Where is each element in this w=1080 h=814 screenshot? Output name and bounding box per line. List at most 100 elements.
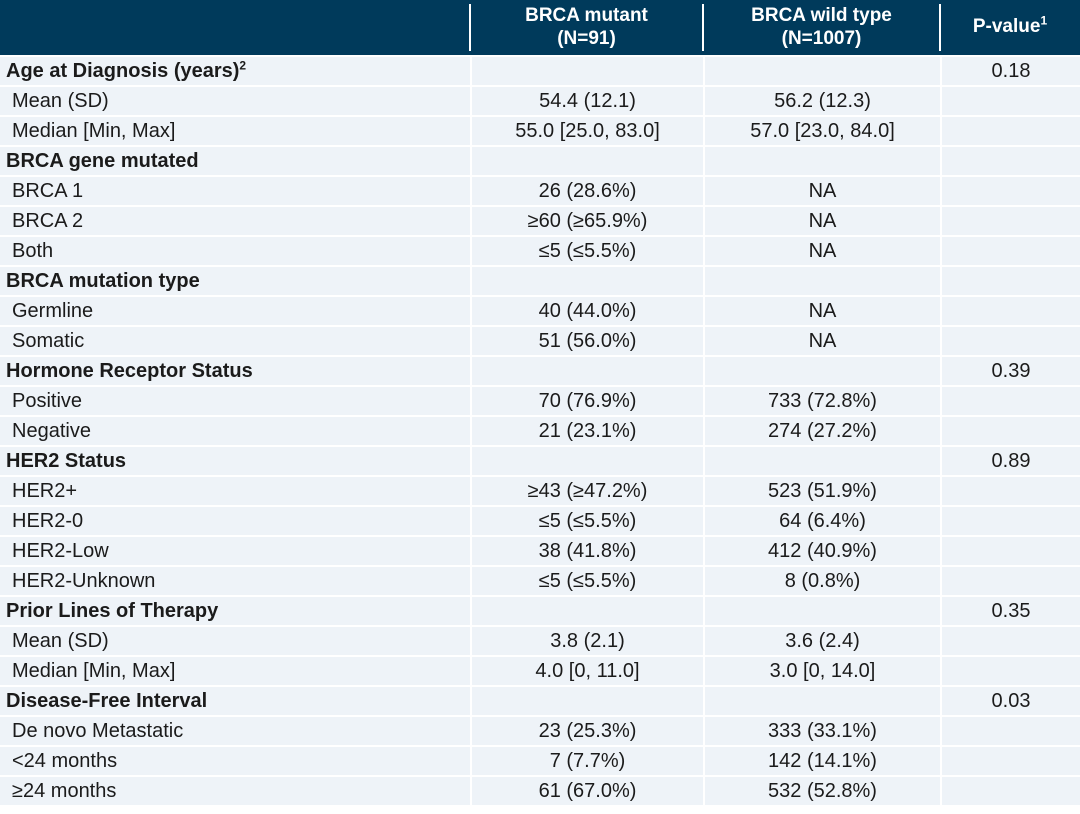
- table-row: Hormone Receptor Status 0.39: [0, 357, 1080, 387]
- row-label: Both: [0, 237, 470, 267]
- brca-wild-type-value: NA: [703, 327, 940, 357]
- header-cell-brca-mutant: BRCA mutant (N=91): [469, 0, 703, 57]
- brca-wild-type-value: 64 (6.4%): [703, 507, 940, 537]
- p-value: [940, 627, 1080, 657]
- brca-mutant-value: 55.0 [25.0, 83.0]: [470, 117, 703, 147]
- brca-mutant-value: ≤5 (≤5.5%): [470, 237, 703, 267]
- p-value: 0.39: [940, 357, 1080, 387]
- table-header: BRCA mutant (N=91) BRCA wild type (N=100…: [0, 0, 1080, 57]
- brca-mutant-value: 26 (28.6%): [470, 177, 703, 207]
- p-value: [940, 747, 1080, 777]
- row-label: Hormone Receptor Status: [0, 357, 470, 387]
- row-label: Positive: [0, 387, 470, 417]
- brca-mutant-value: ≤5 (≤5.5%): [470, 507, 703, 537]
- brca-mutant-value: 70 (76.9%): [470, 387, 703, 417]
- footnote-marker: 2: [239, 58, 247, 73]
- header-cell-empty: [0, 0, 470, 57]
- row-label: Germline: [0, 297, 470, 327]
- brca-mutant-value: 3.8 (2.1): [470, 627, 703, 657]
- table-row: Positive 70 (76.9%) 733 (72.8%): [0, 387, 1080, 417]
- p-value: [940, 717, 1080, 747]
- brca-mutant-value: ≤5 (≤5.5%): [470, 567, 703, 597]
- row-label: Median [Min, Max]: [0, 657, 470, 687]
- brca-mutant-value: 23 (25.3%): [470, 717, 703, 747]
- brca-wild-type-value: [703, 687, 940, 717]
- row-label: Disease-Free Interval: [0, 687, 470, 717]
- brca-mutant-value: [470, 357, 703, 387]
- table-row: HER2-Low 38 (41.8%) 412 (40.9%): [0, 537, 1080, 567]
- brca-mutant-value: [470, 147, 703, 177]
- table-row: BRCA 1 26 (28.6%) NA: [0, 177, 1080, 207]
- p-value: [940, 477, 1080, 507]
- brca-wild-type-value: NA: [703, 177, 940, 207]
- p-value: [940, 117, 1080, 147]
- p-value: [940, 507, 1080, 537]
- table-row: BRCA gene mutated: [0, 147, 1080, 177]
- table-row: ≥24 months 61 (67.0%) 532 (52.8%): [0, 777, 1080, 807]
- brca-mutant-value: [470, 687, 703, 717]
- row-label: HER2-0: [0, 507, 470, 537]
- brca-wild-type-value: [703, 597, 940, 627]
- brca-wild-type-value: 142 (14.1%): [703, 747, 940, 777]
- p-value: [940, 657, 1080, 687]
- brca-mutant-value: 40 (44.0%): [470, 297, 703, 327]
- p-value: 0.18: [940, 57, 1080, 87]
- p-value: [940, 237, 1080, 267]
- p-value: [940, 87, 1080, 117]
- p-value: [940, 327, 1080, 357]
- p-value: [940, 537, 1080, 567]
- brca-wild-type-value: [703, 147, 940, 177]
- row-label: BRCA 1: [0, 177, 470, 207]
- p-value: 0.89: [940, 447, 1080, 477]
- row-label: HER2 Status: [0, 447, 470, 477]
- table-row: Median [Min, Max] 4.0 [0, 11.0] 3.0 [0, 14…: [0, 657, 1080, 687]
- brca-wild-type-value: NA: [703, 297, 940, 327]
- table-row: Prior Lines of Therapy 0.35: [0, 597, 1080, 627]
- brca-wild-type-value: 3.6 (2.4): [703, 627, 940, 657]
- table-row: HER2-Unknown ≤5 (≤5.5%) 8 (0.8%): [0, 567, 1080, 597]
- p-value: [940, 297, 1080, 327]
- row-label: BRCA 2: [0, 207, 470, 237]
- table-row: Age at Diagnosis (years)2 0.18: [0, 57, 1080, 87]
- brca-wild-type-value: [703, 267, 940, 297]
- column-n-count: (N=1007): [781, 27, 862, 49]
- brca-wild-type-value: [703, 57, 940, 87]
- p-value: 0.03: [940, 687, 1080, 717]
- p-value: [940, 177, 1080, 207]
- brca-mutant-value: 51 (56.0%): [470, 327, 703, 357]
- table-row: BRCA 2 ≥60 (≥65.9%) NA: [0, 207, 1080, 237]
- table-row: Mean (SD) 54.4 (12.1) 56.2 (12.3): [0, 87, 1080, 117]
- brca-wild-type-value: 8 (0.8%): [703, 567, 940, 597]
- row-label: De novo Metastatic: [0, 717, 470, 747]
- p-value: 0.35: [940, 597, 1080, 627]
- column-title: P-value: [972, 16, 1041, 38]
- table-row: Germline 40 (44.0%) NA: [0, 297, 1080, 327]
- row-label: HER2-Low: [0, 537, 470, 567]
- row-label: BRCA mutation type: [0, 267, 470, 297]
- brca-wild-type-value: 3.0 [0, 14.0]: [703, 657, 940, 687]
- table-row: <24 months 7 (7.7%) 142 (14.1%): [0, 747, 1080, 777]
- p-value: [940, 567, 1080, 597]
- header-cell-brca-wild-type: BRCA wild type (N=1007): [702, 0, 940, 57]
- row-label: BRCA gene mutated: [0, 147, 470, 177]
- column-n-count: (N=91): [557, 27, 616, 49]
- row-label: Negative: [0, 417, 470, 447]
- brca-wild-type-value: NA: [703, 237, 940, 267]
- p-value: [940, 207, 1080, 237]
- header-row: BRCA mutant (N=91) BRCA wild type (N=100…: [0, 0, 1080, 57]
- footnote-marker: 1: [1040, 13, 1048, 28]
- table-body: Age at Diagnosis (years)2 0.18 Mean (SD) 54…: [0, 57, 1080, 807]
- brca-mutant-value: ≥60 (≥65.9%): [470, 207, 703, 237]
- row-label: Median [Min, Max]: [0, 117, 470, 147]
- brca-mutant-value: 21 (23.1%): [470, 417, 703, 447]
- table-row: HER2+ ≥43 (≥47.2%) 523 (51.9%): [0, 477, 1080, 507]
- table-row: Disease-Free Interval 0.03: [0, 687, 1080, 717]
- brca-wild-type-value: 333 (33.1%): [703, 717, 940, 747]
- brca-wild-type-value: 274 (27.2%): [703, 417, 940, 447]
- table-row: De novo Metastatic 23 (25.3%) 333 (33.1%): [0, 717, 1080, 747]
- p-value: [940, 267, 1080, 297]
- row-label: Somatic: [0, 327, 470, 357]
- p-value: [940, 147, 1080, 177]
